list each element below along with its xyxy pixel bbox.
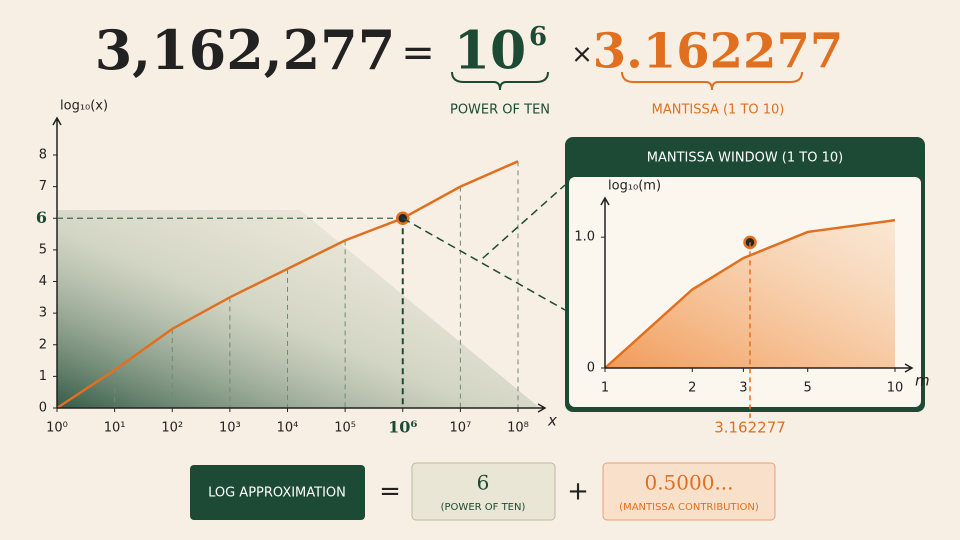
power-label: POWER OF TEN [450, 103, 550, 118]
brace [451, 71, 549, 91]
x-tick-label: 10¹ [104, 421, 126, 436]
header: 3,162,277 = 10 6 POWER OF TEN × 3.162277… [95, 18, 844, 117]
y-tick-label: 4 [39, 274, 47, 289]
x-tick-label: 10 [887, 381, 904, 396]
connector [402, 184, 566, 311]
mantissa: 3.162277 [593, 24, 844, 80]
y-axis-label: log₁₀(x) [60, 99, 108, 114]
x-axis-label: x [547, 412, 557, 430]
y-tick-label: 0 [587, 361, 595, 376]
power-note: (POWER OF TEN) [441, 502, 526, 513]
y-tick-label: 1 [39, 369, 47, 384]
area [605, 220, 895, 368]
shading [57, 210, 540, 408]
mantissa-label: MANTISSA (1 TO 10) [652, 103, 785, 118]
x-tick-label: 10³ [219, 421, 241, 436]
power: 6 [477, 471, 490, 495]
y-tick-label: 2 [39, 337, 47, 352]
plus: + [567, 477, 589, 507]
equals: = [379, 477, 401, 507]
exponent: 6 [529, 22, 547, 52]
x-axis-label: m [915, 372, 930, 390]
curve [56, 160, 519, 410]
x-tick-label: 3 [739, 381, 747, 396]
footer: LOG APPROXIMATION = 6 (POWER OF TEN) + 0… [190, 462, 776, 521]
y-tick-label: 5 [39, 242, 47, 257]
y-axis [600, 196, 610, 368]
y-tick-label: 8 [39, 148, 47, 163]
mantissa-note: (MANTISSA CONTRIBUTION) [619, 502, 759, 513]
y-tick-label: 0 [39, 401, 47, 416]
y-axis-label: log₁₀(m) [608, 179, 661, 194]
x-axis [57, 403, 547, 413]
times: × [571, 40, 593, 70]
y-tick-label: 7 [39, 179, 47, 194]
footer-label: LOG APPROXIMATION [208, 486, 346, 501]
main-chart: log₁₀(x) x 0 1 2 3 4 5 6 7 8 10⁰ 10¹ 10² 10³ 10⁴ 10⁵ 10⁶ 1… [36, 99, 557, 437]
panel-title: MANTISSA WINDOW (1 TO 10) [647, 151, 843, 166]
base: 10 [454, 21, 526, 82]
x-axis [605, 363, 914, 373]
y-tick-label: 1.0 [574, 230, 595, 245]
highlight-label: 3.162277 [714, 419, 786, 437]
curve [604, 218, 896, 369]
window-panel: MANTISSA WINDOW (1 TO 10) log₁₀(m) m 0 1.0 1… [565, 137, 930, 412]
x-tick-label: 10⁵ [334, 421, 356, 436]
x-tick-label: 10⁰ [46, 421, 68, 436]
mantissa-box [602, 462, 776, 521]
x-tick-label: 10⁴ [277, 421, 299, 436]
x-tick-label: 10⁷ [449, 421, 471, 436]
y-tick-label: 6 [36, 208, 47, 227]
x-tick-label: 10⁶ [388, 418, 417, 437]
x-tick-label: 2 [688, 381, 696, 396]
brace [621, 71, 803, 91]
x-tick-label: 5 [804, 381, 812, 396]
y-axis [52, 116, 62, 408]
y-tick-label: 3 [39, 306, 47, 321]
x-tick-label: 1 [601, 381, 609, 396]
equals: = [401, 30, 435, 76]
number: 3,162,277 [95, 18, 396, 82]
x-tick-label: 10⁸ [507, 421, 529, 436]
power-box [411, 462, 556, 521]
x-tick-label: 10² [161, 421, 183, 436]
label-box [190, 465, 365, 520]
mantissa-value: 0.5000... [644, 471, 733, 495]
